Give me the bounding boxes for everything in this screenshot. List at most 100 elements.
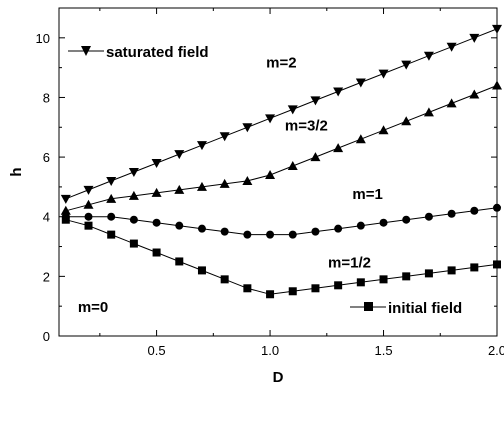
- data-point: [288, 287, 297, 296]
- y-axis-title: h: [8, 167, 25, 176]
- data-point: [129, 215, 138, 224]
- data-point: [424, 269, 433, 278]
- data-point: [84, 221, 93, 230]
- region-label: m=1: [352, 186, 382, 203]
- data-point: [355, 78, 366, 88]
- data-point: [243, 230, 252, 239]
- data-point: [401, 60, 412, 70]
- data-point: [424, 212, 433, 221]
- data-point: [107, 230, 116, 239]
- data-point: [151, 187, 162, 197]
- series-line: [65, 28, 498, 200]
- x-tick-label: 2.0: [488, 343, 504, 358]
- data-point: [310, 96, 321, 106]
- data-point: [378, 125, 389, 135]
- data-point: [265, 169, 276, 179]
- data-point: [378, 69, 389, 79]
- data-point: [333, 87, 344, 97]
- data-point: [265, 114, 276, 124]
- data-point: [402, 272, 411, 281]
- data-point: [356, 278, 365, 287]
- data-point: [333, 143, 344, 153]
- region-label: m=2: [266, 55, 296, 72]
- y-tick-label: 0: [43, 329, 50, 344]
- data-point: [83, 185, 94, 195]
- y-tick-label: 2: [43, 269, 50, 284]
- data-point: [128, 190, 139, 200]
- data-point: [242, 175, 253, 185]
- x-axis-title: D: [273, 369, 284, 386]
- data-point: [447, 209, 456, 218]
- annotations: m=2 m=3/2 m=1 m=1/2 m=0: [78, 55, 383, 317]
- data-point: [469, 33, 480, 43]
- series-saturated-field: [60, 24, 502, 204]
- series-line: [65, 85, 498, 212]
- axes: 0.5 1.0 1.5 2.0 0 2 4 6 8 10 Dh: [8, 7, 504, 386]
- data-point: [196, 141, 207, 151]
- data-point: [174, 150, 185, 160]
- data-point: [288, 230, 297, 239]
- data-point: [423, 51, 434, 61]
- data-point: [174, 184, 185, 194]
- data-point: [175, 221, 184, 230]
- data-point: [151, 159, 162, 169]
- data-point: [446, 42, 457, 52]
- data-point: [311, 284, 320, 293]
- y-tick-label: 4: [43, 210, 50, 225]
- data-point: [107, 212, 116, 221]
- legend-saturated-field-marker: [81, 46, 91, 56]
- series-initial-field: [61, 215, 501, 299]
- data-point: [355, 134, 366, 144]
- y-tick-label: 10: [36, 31, 50, 46]
- data-point: [266, 230, 275, 239]
- data-point: [311, 227, 320, 236]
- legend-initial-field-label: initial field: [388, 300, 462, 317]
- data-point: [128, 168, 139, 177]
- legend-initial-field-marker: [364, 302, 373, 311]
- data-point: [492, 24, 502, 34]
- legend-initial-field: initial field: [350, 300, 462, 317]
- x-tick-label: 1.0: [261, 343, 279, 358]
- data-point: [379, 275, 388, 284]
- data-point: [266, 290, 275, 299]
- data-point: [469, 89, 480, 99]
- data-point: [83, 199, 94, 209]
- data-point: [447, 266, 456, 275]
- data-point: [423, 107, 434, 117]
- data-point: [493, 203, 501, 212]
- data-point: [60, 205, 71, 215]
- x-tick-label: 1.5: [374, 343, 392, 358]
- data-point: [152, 248, 161, 257]
- data-point: [402, 215, 411, 224]
- series-group: [60, 24, 502, 299]
- data-point: [493, 260, 501, 269]
- data-point: [287, 105, 298, 115]
- data-point: [197, 224, 206, 233]
- data-point: [219, 132, 230, 142]
- data-point: [470, 206, 479, 215]
- data-point: [60, 194, 71, 204]
- region-label: m=1/2: [328, 254, 371, 271]
- data-point: [242, 123, 253, 133]
- plot-frame: [58, 7, 498, 337]
- data-point: [334, 224, 343, 233]
- data-point: [356, 221, 365, 230]
- data-point: [197, 266, 206, 275]
- region-label: m=3/2: [285, 117, 328, 134]
- data-point: [310, 152, 321, 162]
- data-point: [84, 212, 93, 221]
- region-label: m=0: [78, 299, 108, 316]
- data-point: [129, 239, 138, 248]
- data-point: [243, 284, 252, 293]
- data-point: [152, 218, 161, 227]
- y-tick-label: 8: [43, 90, 50, 105]
- y-tick-label: 6: [43, 150, 50, 165]
- legend-saturated-field-label: saturated field: [106, 44, 209, 61]
- data-point: [492, 80, 502, 90]
- data-point: [401, 116, 412, 126]
- data-point: [106, 193, 117, 203]
- data-point: [196, 181, 207, 191]
- data-point: [106, 176, 117, 186]
- x-tick-label: 0.5: [148, 343, 166, 358]
